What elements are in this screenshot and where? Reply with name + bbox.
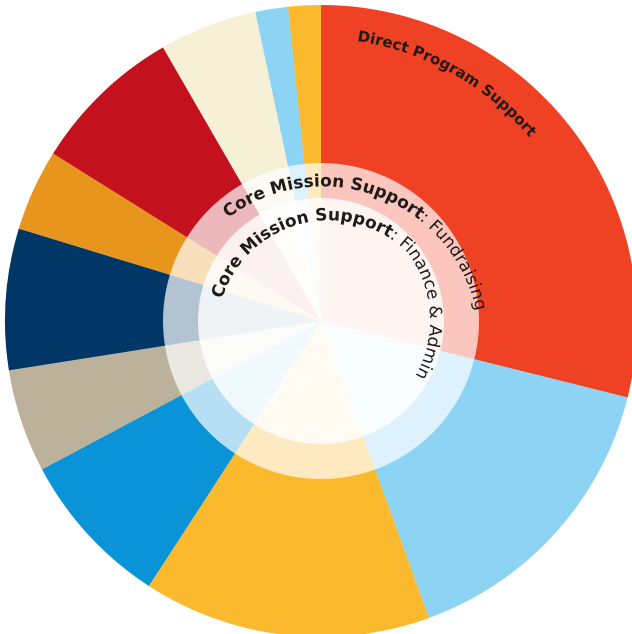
- pie-slice-2: [148, 321, 430, 634]
- ring-finance-admin: [198, 198, 444, 444]
- pie-slice-5: [5, 228, 321, 371]
